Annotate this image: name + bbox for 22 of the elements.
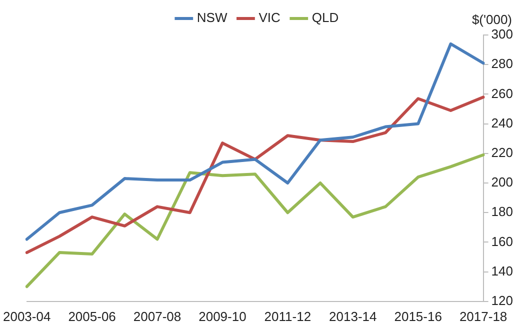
x-tick-label: 2009-10: [198, 308, 246, 324]
y-tick-label: 200: [491, 174, 514, 190]
x-tick-label: 2005-06: [68, 308, 116, 324]
y-tick-label: 160: [491, 234, 514, 249]
y-tick-label: 260: [491, 86, 514, 101]
y-tick-label: 220: [491, 144, 514, 160]
x-tick-label: 2007-08: [133, 308, 182, 324]
legend-label: VIC: [258, 10, 280, 26]
y-tick-label: 140: [491, 263, 514, 278]
x-tick-label: 2003-04: [2, 308, 51, 324]
x-tick-label: 2017-18: [459, 308, 508, 324]
y-tick-label: 120: [491, 292, 514, 308]
y-axis-title: $('000): [472, 12, 512, 28]
legend-label: QLD: [312, 10, 339, 26]
x-tick-label: 2013-14: [329, 308, 377, 324]
y-tick-label: 240: [491, 115, 514, 130]
legend-label: NSW: [196, 10, 228, 26]
y-tick-label: 300: [491, 26, 514, 42]
y-tick-label: 280: [491, 56, 514, 72]
x-tick-label: 2015-16: [394, 308, 442, 324]
y-tick-label: 180: [491, 204, 514, 220]
x-tick-label: 2011-12: [264, 308, 312, 324]
